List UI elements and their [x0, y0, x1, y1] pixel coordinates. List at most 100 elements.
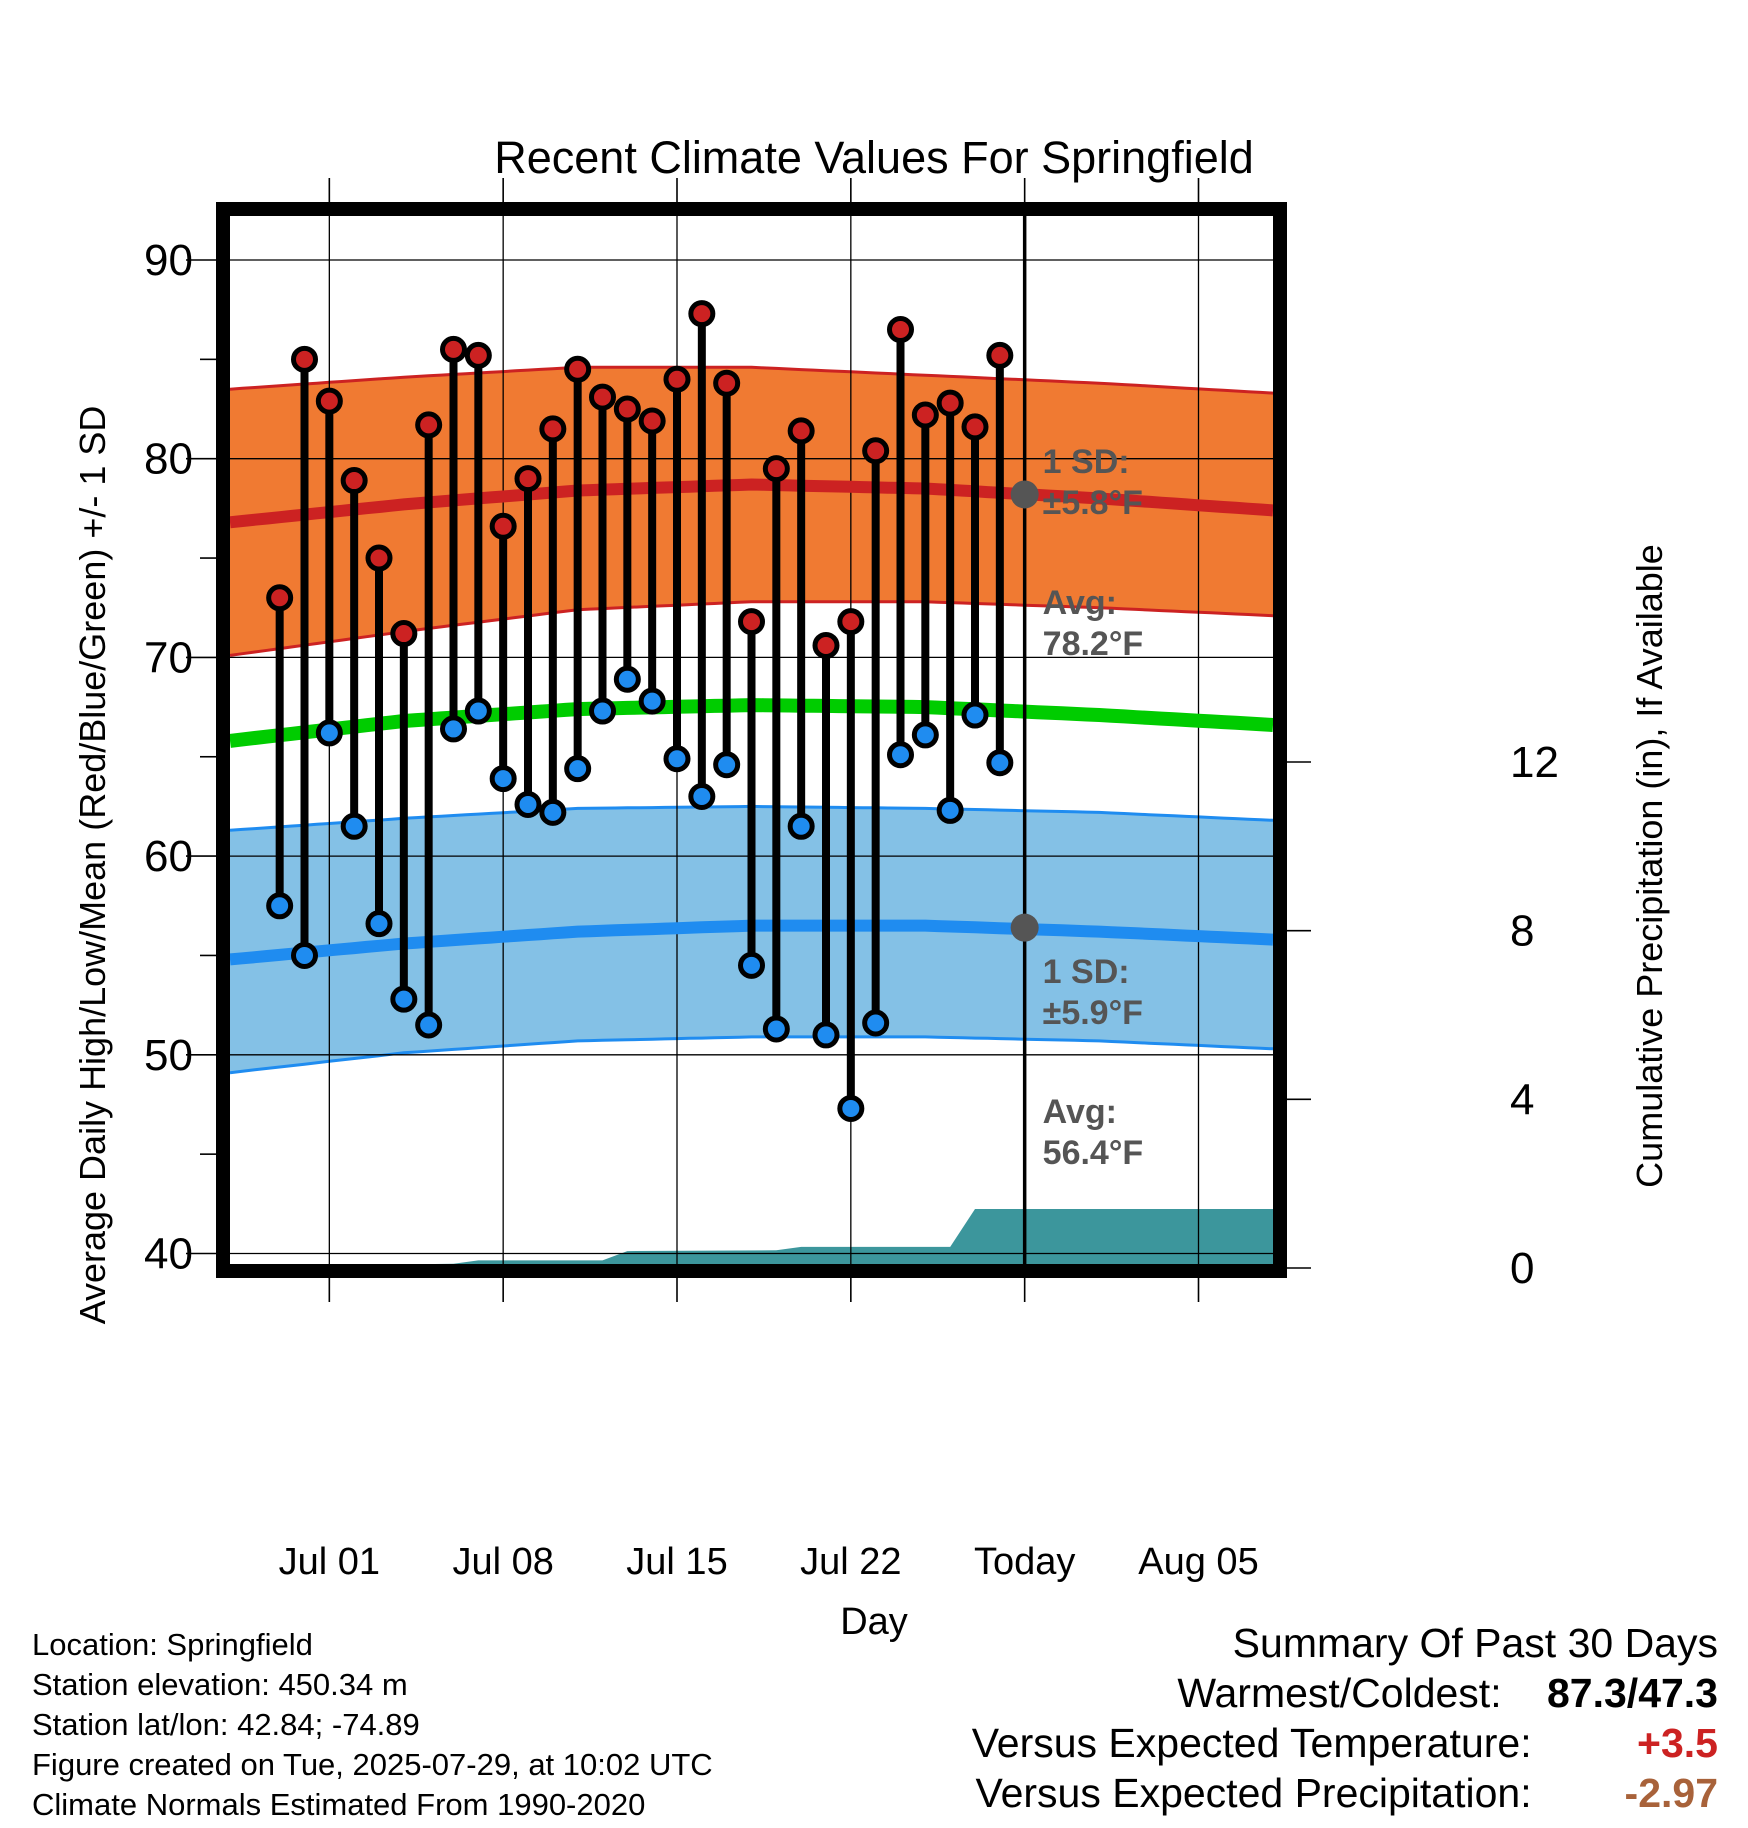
daily-high-point	[564, 355, 592, 383]
elevation-text: Station elevation: 450.34 m	[32, 1667, 408, 1702]
temp-departure-value: +3.5	[1637, 1720, 1718, 1766]
daily-high-point	[489, 512, 517, 540]
low-avg-value: 56.4°F	[1043, 1134, 1144, 1172]
daily-high-point	[291, 345, 318, 373]
warmest-coldest-label: Warmest/Coldest:	[1177, 1670, 1502, 1716]
y-tick-label: 90	[144, 236, 193, 285]
x-tick-label: Jul 15	[626, 1541, 727, 1583]
location-text: Location: Springfield	[32, 1627, 313, 1662]
daily-high-point	[787, 417, 815, 445]
daily-low-point	[812, 1021, 840, 1049]
daily-low-point	[564, 755, 592, 783]
daily-low-point	[762, 1015, 790, 1043]
high-upper-line	[230, 365, 1273, 395]
y2-axis-label: Cumulative Precipitation (in), If Availa…	[1629, 544, 1670, 1188]
daily-low-point	[291, 941, 318, 969]
daily-high-point	[315, 387, 343, 415]
daily-high-point	[514, 465, 542, 493]
daily-high-point	[812, 631, 840, 659]
daily-low-point	[365, 910, 393, 938]
low-lower-line	[230, 1035, 1273, 1075]
daily-high-point	[738, 608, 765, 636]
daily-low-point	[837, 1094, 865, 1122]
daily-low-point	[911, 721, 939, 749]
created-text: Figure created on Tue, 2025-07-29, at 10…	[32, 1747, 713, 1782]
daily-high-point	[539, 415, 567, 443]
daily-low-point	[589, 697, 616, 725]
precip-departure-value: -2.97	[1624, 1770, 1718, 1816]
daily-high-point	[638, 407, 666, 435]
daily-low-point	[961, 701, 989, 729]
daily-high-point	[663, 365, 691, 393]
daily-high-point	[266, 584, 294, 612]
daily-high-point	[887, 316, 914, 344]
daily-low-point	[887, 741, 914, 769]
x-axis-label: Day	[840, 1601, 908, 1643]
low-avg-label: Avg:	[1043, 1093, 1117, 1131]
daily-low-point	[738, 951, 765, 979]
precip-departure-label: Versus Expected Precipitation:	[975, 1770, 1532, 1816]
high-sd-label: 1 SD:	[1043, 443, 1130, 481]
x-tick-label: Today	[974, 1541, 1075, 1583]
chart-title: Recent Climate Values For Springfield	[494, 132, 1254, 183]
daily-high-point	[390, 620, 418, 648]
low-sd-value: ±5.9°F	[1043, 994, 1143, 1032]
window-label-count: 30	[1039, 1379, 1079, 1420]
low-sd-label: 1 SD:	[1043, 953, 1130, 991]
daily-high-point	[688, 300, 716, 328]
y2-tick-label: 4	[1510, 1075, 1534, 1124]
daily-high-point	[613, 395, 641, 423]
daily-high-point	[340, 467, 368, 495]
normals-text: Climate Normals Estimated From 1990-2020	[32, 1787, 646, 1822]
daily-low-point	[638, 687, 666, 715]
daily-low-point	[315, 719, 343, 747]
y-tick-label: 60	[144, 832, 193, 881]
daily-high-point	[589, 383, 616, 411]
plot-frame	[216, 202, 1287, 1278]
temp-departure-row: Versus Expected Temperature: +3.5	[972, 1718, 1718, 1768]
y-tick-label: 70	[144, 633, 193, 682]
daily-low-point	[862, 1009, 890, 1037]
daily-low-point	[787, 812, 815, 840]
summary-title: Summary Of Past 30 Days	[1232, 1620, 1718, 1666]
daily-high-point	[762, 455, 790, 483]
daily-high-point	[440, 335, 467, 363]
summary-panel: Summary Of Past 30 Days Warmest/Coldest:…	[972, 1618, 1718, 1818]
daily-low-point	[440, 715, 467, 743]
high-sd-band	[230, 367, 1273, 656]
daily-low-point	[415, 1011, 443, 1039]
daily-high-point	[986, 341, 1014, 369]
daily-high-point	[961, 413, 989, 441]
daily-low-point	[489, 765, 517, 793]
y-tick-label: 50	[144, 1031, 193, 1080]
daily-high-point	[837, 608, 865, 636]
daily-low-point	[663, 745, 691, 773]
today-low-avg-marker	[1010, 913, 1039, 942]
daily-high-point	[365, 544, 393, 572]
y-axis-label: Average Daily High/Low/Mean (Red/Blue/Gr…	[72, 406, 113, 1325]
x-tick-label: Jul 01	[279, 1541, 380, 1583]
daily-low-point	[464, 697, 492, 725]
x-tick-label: Aug 05	[1138, 1541, 1258, 1583]
station-info: Location: Springfield Station elevation:…	[32, 1625, 713, 1825]
daily-low-point	[514, 790, 542, 818]
daily-high-point	[911, 401, 939, 429]
precip-area	[434, 1209, 1273, 1264]
daily-high-point	[862, 437, 890, 465]
daily-high-point	[415, 411, 443, 439]
daily-low-point	[266, 892, 294, 920]
daily-low-point	[986, 749, 1014, 777]
x-tick-label: Jul 08	[452, 1541, 553, 1583]
daily-low-point	[936, 796, 964, 824]
window-label-unit: Days	[1039, 1421, 1125, 1462]
daily-low-point	[613, 665, 641, 693]
daily-low-point	[688, 782, 716, 810]
normal-high-line	[230, 478, 1273, 529]
high-avg-label: Avg:	[1043, 584, 1117, 622]
y2-tick-label: 12	[1510, 738, 1559, 787]
latlon-text: Station lat/lon: 42.84; -74.89	[32, 1707, 420, 1742]
precip-departure-row: Versus Expected Precipitation: -2.97	[972, 1768, 1719, 1818]
